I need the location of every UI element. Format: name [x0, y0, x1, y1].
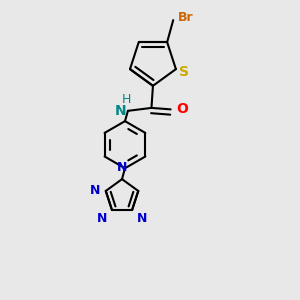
Text: N: N [90, 184, 101, 197]
Text: N: N [115, 104, 126, 118]
Text: H: H [122, 92, 131, 106]
Text: N: N [97, 212, 108, 224]
Text: N: N [136, 212, 147, 224]
Text: O: O [176, 102, 188, 116]
Text: S: S [179, 65, 189, 79]
Text: Br: Br [178, 11, 193, 24]
Text: N: N [117, 161, 127, 174]
